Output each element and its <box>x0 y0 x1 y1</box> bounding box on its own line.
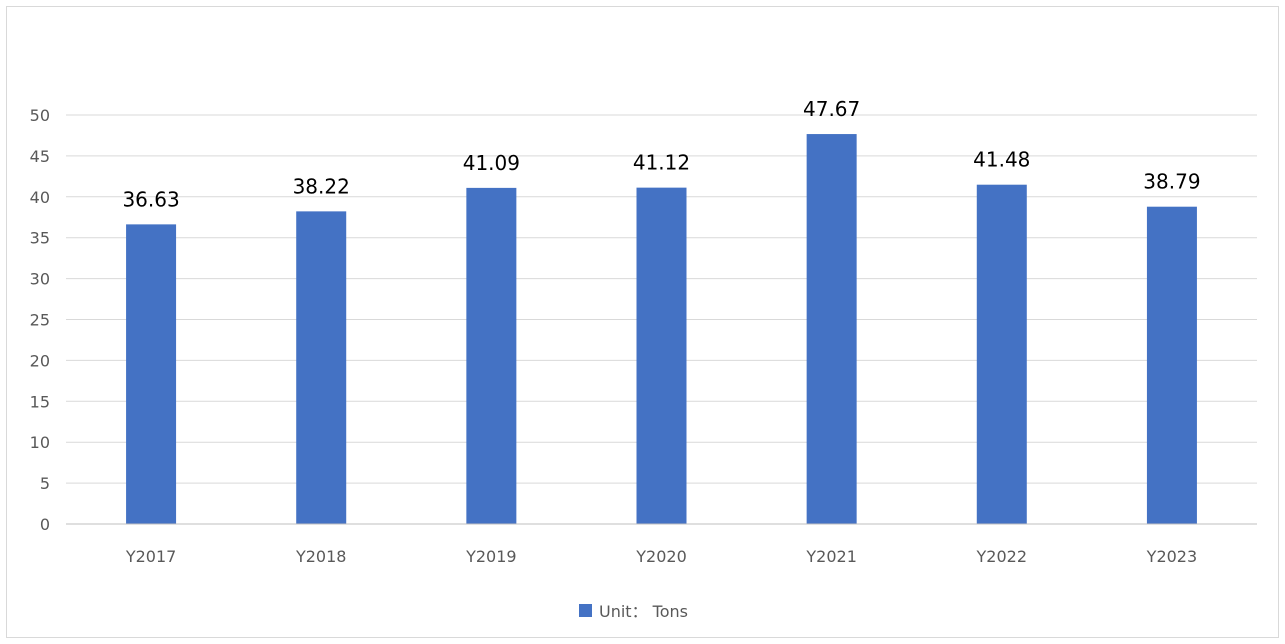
bar-y2021 <box>806 134 857 525</box>
data-label: 41.12 <box>633 151 690 175</box>
x-tick-label: Y2023 <box>1146 547 1198 566</box>
legend: Unit： Tons <box>579 602 688 621</box>
bar-y2022 <box>976 184 1027 524</box>
x-tick-label: Y2020 <box>635 547 687 566</box>
y-tick-label: 45 <box>30 147 50 166</box>
gridlines <box>66 114 1257 484</box>
bar-y2023 <box>1146 206 1197 524</box>
bar-y2020 <box>636 187 687 524</box>
x-tick-label: Y2018 <box>295 547 347 566</box>
y-tick-label: 15 <box>30 392 50 411</box>
data-label: 41.48 <box>973 148 1030 172</box>
legend-label: Unit： Tons <box>599 602 688 621</box>
y-tick-label: 20 <box>30 351 50 370</box>
bar-y2018 <box>296 211 347 524</box>
x-tick-label: Y2022 <box>976 547 1028 566</box>
data-label: 47.67 <box>803 97 860 121</box>
y-tick-label: 10 <box>30 433 50 452</box>
x-tick-label: Y2021 <box>805 547 857 566</box>
bar-y2017 <box>126 224 177 525</box>
data-label: 41.09 <box>463 151 520 175</box>
y-tick-label: 5 <box>40 474 50 493</box>
data-labels: 36.63 38.22 41.09 41.12 47.67 41.48 38.79 <box>122 97 1200 211</box>
bar-y2019 <box>466 187 517 525</box>
x-tick-label: Y2017 <box>125 547 177 566</box>
y-tick-label: 0 <box>40 515 50 534</box>
y-tick-label: 30 <box>30 270 50 289</box>
y-tick-label: 40 <box>30 188 50 207</box>
bars <box>126 134 1197 525</box>
x-axis-ticks: Y2017 Y2018 Y2019 Y2020 Y2021 Y2022 Y2023 <box>125 547 1197 566</box>
y-tick-label: 25 <box>30 311 50 330</box>
legend-swatch <box>579 604 592 617</box>
y-axis-ticks: 0 5 10 15 20 25 30 35 40 45 50 <box>30 106 50 534</box>
y-tick-label: 35 <box>30 229 50 248</box>
y-tick-label: 50 <box>30 106 50 125</box>
data-label: 36.63 <box>122 187 179 211</box>
data-label: 38.79 <box>1143 170 1200 194</box>
x-tick-label: Y2019 <box>465 547 517 566</box>
data-label: 38.22 <box>293 174 350 198</box>
